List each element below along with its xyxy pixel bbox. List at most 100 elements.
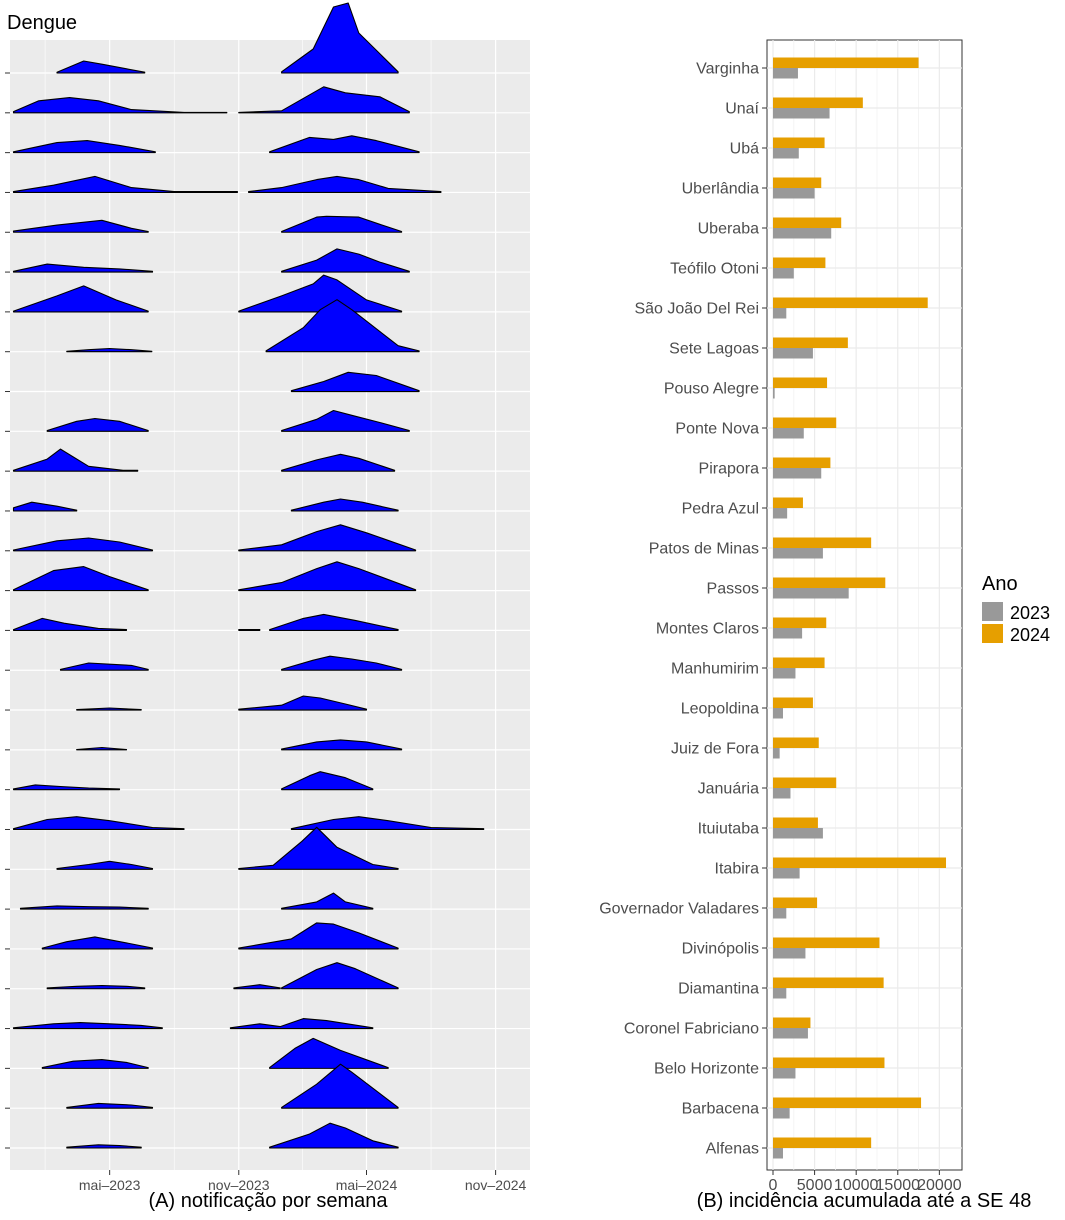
bar-2023: [773, 988, 787, 999]
panel-a-x-tick-label: nov–2023: [208, 1177, 270, 1193]
ridgeline-area: [46, 984, 146, 990]
bar-2024: [773, 1057, 885, 1068]
bar-2024: [773, 737, 819, 748]
bar-2024: [773, 497, 803, 508]
ridgeline-area: [66, 1144, 142, 1149]
category-label: Uberaba: [698, 221, 759, 238]
ridgeline-area: [281, 409, 410, 432]
bar-2023: [773, 308, 787, 319]
category-label: Uberlândia: [682, 181, 759, 198]
bar-2024: [773, 857, 947, 868]
panel-a-x-tick-label: mai–2023: [79, 1177, 141, 1193]
panel-a-caption: (A) notificação por semana: [148, 1190, 388, 1212]
ridgeline-area: [12, 285, 149, 313]
bar-2024: [773, 577, 886, 588]
ridgeline-area: [290, 498, 399, 512]
legend-label-2024: 2024: [1010, 625, 1050, 645]
ridgeline-area: [281, 739, 403, 751]
ridgeline-area: [12, 140, 156, 154]
ridgeline-area: [41, 936, 154, 950]
bar-2024: [773, 137, 825, 148]
ridgeline-area: [238, 826, 399, 870]
category-label: Ituiutaba: [698, 821, 759, 838]
ridgeline-area: [12, 448, 139, 472]
ridgeline-area: [76, 746, 128, 751]
bar-2023: [773, 228, 832, 239]
bar-2024: [773, 977, 884, 988]
ridgeline-area: [290, 816, 485, 831]
ridgeline-area: [12, 263, 154, 273]
category-label: Patos de Minas: [649, 541, 759, 558]
panel-b-x-tick-label: 20000: [917, 1177, 962, 1194]
ridgeline-area: [281, 771, 374, 791]
panel-b-x-tick-label: 5000: [797, 1177, 833, 1194]
ridgeline-area: [269, 1037, 389, 1069]
bar-2023: [773, 508, 788, 519]
bar-2023: [773, 948, 806, 959]
bar-2024: [773, 1137, 872, 1148]
ridgeline-area: [281, 892, 374, 910]
bar-2024: [773, 897, 818, 908]
ridgeline-area: [281, 248, 410, 273]
panel-b-x-tick-label: 0: [769, 1177, 778, 1194]
ridgeline-area: [238, 561, 417, 592]
category-label: Pouso Alegre: [664, 381, 759, 398]
bar-2024: [773, 1017, 811, 1028]
bar-2023: [773, 748, 780, 759]
category-label: Montes Claros: [656, 621, 759, 638]
panel-a-x-axis: mai–2023 nov–2023 mai–2024 nov–2024: [79, 1170, 527, 1193]
category-label: Leopoldina: [681, 701, 759, 718]
ridgeline-area: [269, 613, 399, 631]
category-label: Diamantina: [678, 981, 759, 998]
bar-2023: [773, 148, 799, 159]
bar-2024: [773, 57, 919, 68]
panel-a-title: Dengue: [7, 12, 77, 34]
category-label: Pedra Azul: [682, 501, 759, 518]
legend-key-2024: [982, 624, 1003, 643]
category-label: Itabira: [715, 861, 760, 878]
category-label: Belo Horizonte: [654, 1061, 759, 1078]
bar-2024: [773, 697, 813, 708]
bar-2023: [773, 788, 791, 799]
ridgeline-area: [238, 695, 368, 711]
ridgeline-area: [59, 662, 149, 671]
ridgeline-area: [269, 1122, 399, 1149]
category-label: São João Del Rei: [634, 301, 759, 318]
ridgeline-area: [76, 707, 142, 711]
category-label: Ponte Nova: [675, 421, 759, 438]
ridgeline-area: [238, 629, 261, 631]
category-label: Passos: [707, 581, 759, 598]
ridgeline-area: [238, 922, 399, 950]
category-label: Barbacena: [682, 1101, 759, 1118]
panel-a-x-tick-label: nov–2024: [465, 1177, 527, 1193]
ridgeline-area: [238, 86, 410, 114]
category-label: Teófilo Otoni: [670, 261, 759, 278]
legend-title: Ano: [982, 573, 1018, 595]
ridgeline-area: [281, 2, 399, 74]
ridgeline-area: [12, 219, 149, 233]
ridgeline-area: [238, 524, 417, 552]
bar-2024: [773, 217, 842, 228]
panel-b-y-axis: Varginha Unaí Ubá Uberlândia Uberaba Teófilo …: [599, 61, 767, 1158]
panel-b-x-tick-label: 15000: [876, 1177, 921, 1194]
panel-a-ridgelines: [12, 2, 485, 1149]
panel-a-plot-background: [10, 40, 530, 1170]
ridgeline-area: [66, 1102, 154, 1109]
bar-2023: [773, 468, 822, 479]
category-label: Alfenas: [706, 1141, 759, 1158]
ridgeline-area: [12, 617, 128, 631]
ridgeline-area: [46, 417, 149, 432]
ridgeline-area: [41, 1059, 149, 1069]
category-label: Manhumirim: [671, 661, 759, 678]
bar-2024: [773, 537, 872, 548]
category-label: Pirapora: [699, 461, 760, 478]
bar-2024: [773, 657, 825, 668]
category-label: Governador Valadares: [599, 901, 759, 918]
ridgeline-area: [12, 175, 238, 193]
bar-2024: [773, 457, 831, 468]
bar-2023: [773, 868, 800, 879]
bar-2024: [773, 777, 837, 788]
bar-2023: [773, 548, 823, 559]
ridgeline-area: [269, 135, 420, 154]
